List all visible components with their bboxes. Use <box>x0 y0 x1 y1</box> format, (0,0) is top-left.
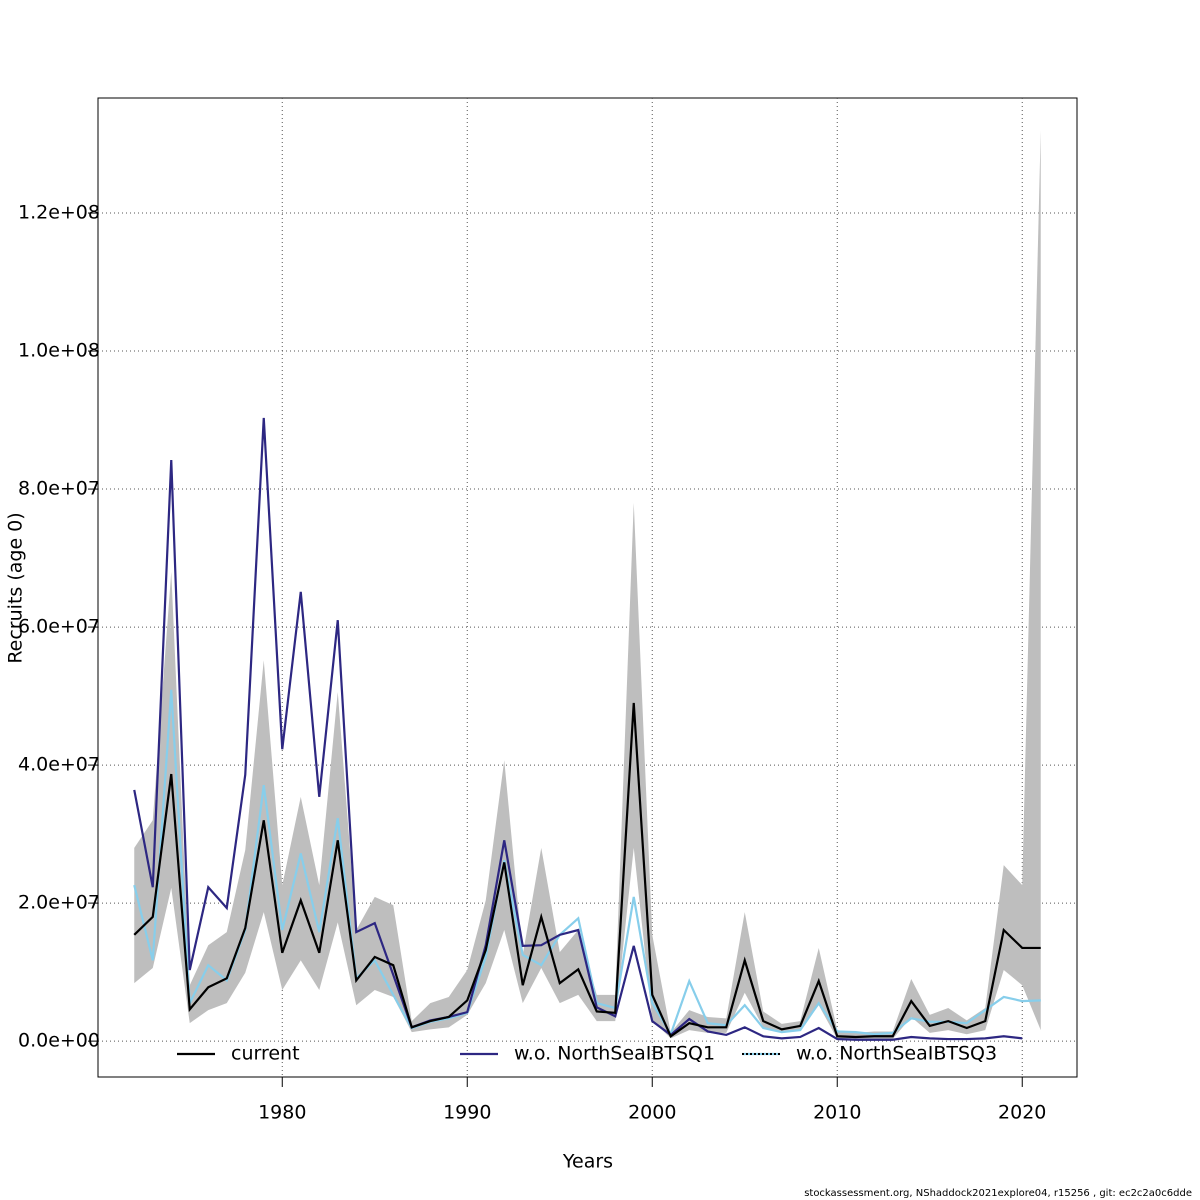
x-tick-label: 1990 <box>443 1102 491 1124</box>
y-tick-label: 8.0e+07 <box>18 478 100 500</box>
confidence-band <box>134 130 1041 1040</box>
y-tick-label: 0.0e+00 <box>18 1030 100 1052</box>
legend-label: current <box>231 1043 300 1065</box>
series-line <box>133 417 1023 1041</box>
y-axis-title: Recruits (age 0) <box>5 512 27 663</box>
plot-frame <box>97 97 1078 1078</box>
footer: stockassessment.org, NShaddock2021explor… <box>804 1188 1192 1199</box>
x-tick-label: 2020 <box>998 1102 1046 1124</box>
series-line <box>133 689 1041 1037</box>
x-tick-label: 1980 <box>258 1102 306 1124</box>
y-tick-label: 4.0e+07 <box>18 754 100 776</box>
x-tick-label: 2000 <box>628 1102 676 1124</box>
legend-label: w.o. NorthSeaIBTSQ3 <box>796 1043 997 1065</box>
x-axis-title: Years <box>562 1151 613 1173</box>
y-tick-label: 2.0e+07 <box>18 892 100 914</box>
y-tick-label: 1.2e+08 <box>18 202 100 224</box>
y-tick-label: 6.0e+07 <box>18 616 100 638</box>
x-tick-label: 2010 <box>813 1102 861 1124</box>
legend-label: w.o. NorthSeaIBTSQ1 <box>514 1043 715 1065</box>
series-line <box>133 702 1041 1039</box>
y-tick-label: 1.0e+08 <box>18 340 100 362</box>
